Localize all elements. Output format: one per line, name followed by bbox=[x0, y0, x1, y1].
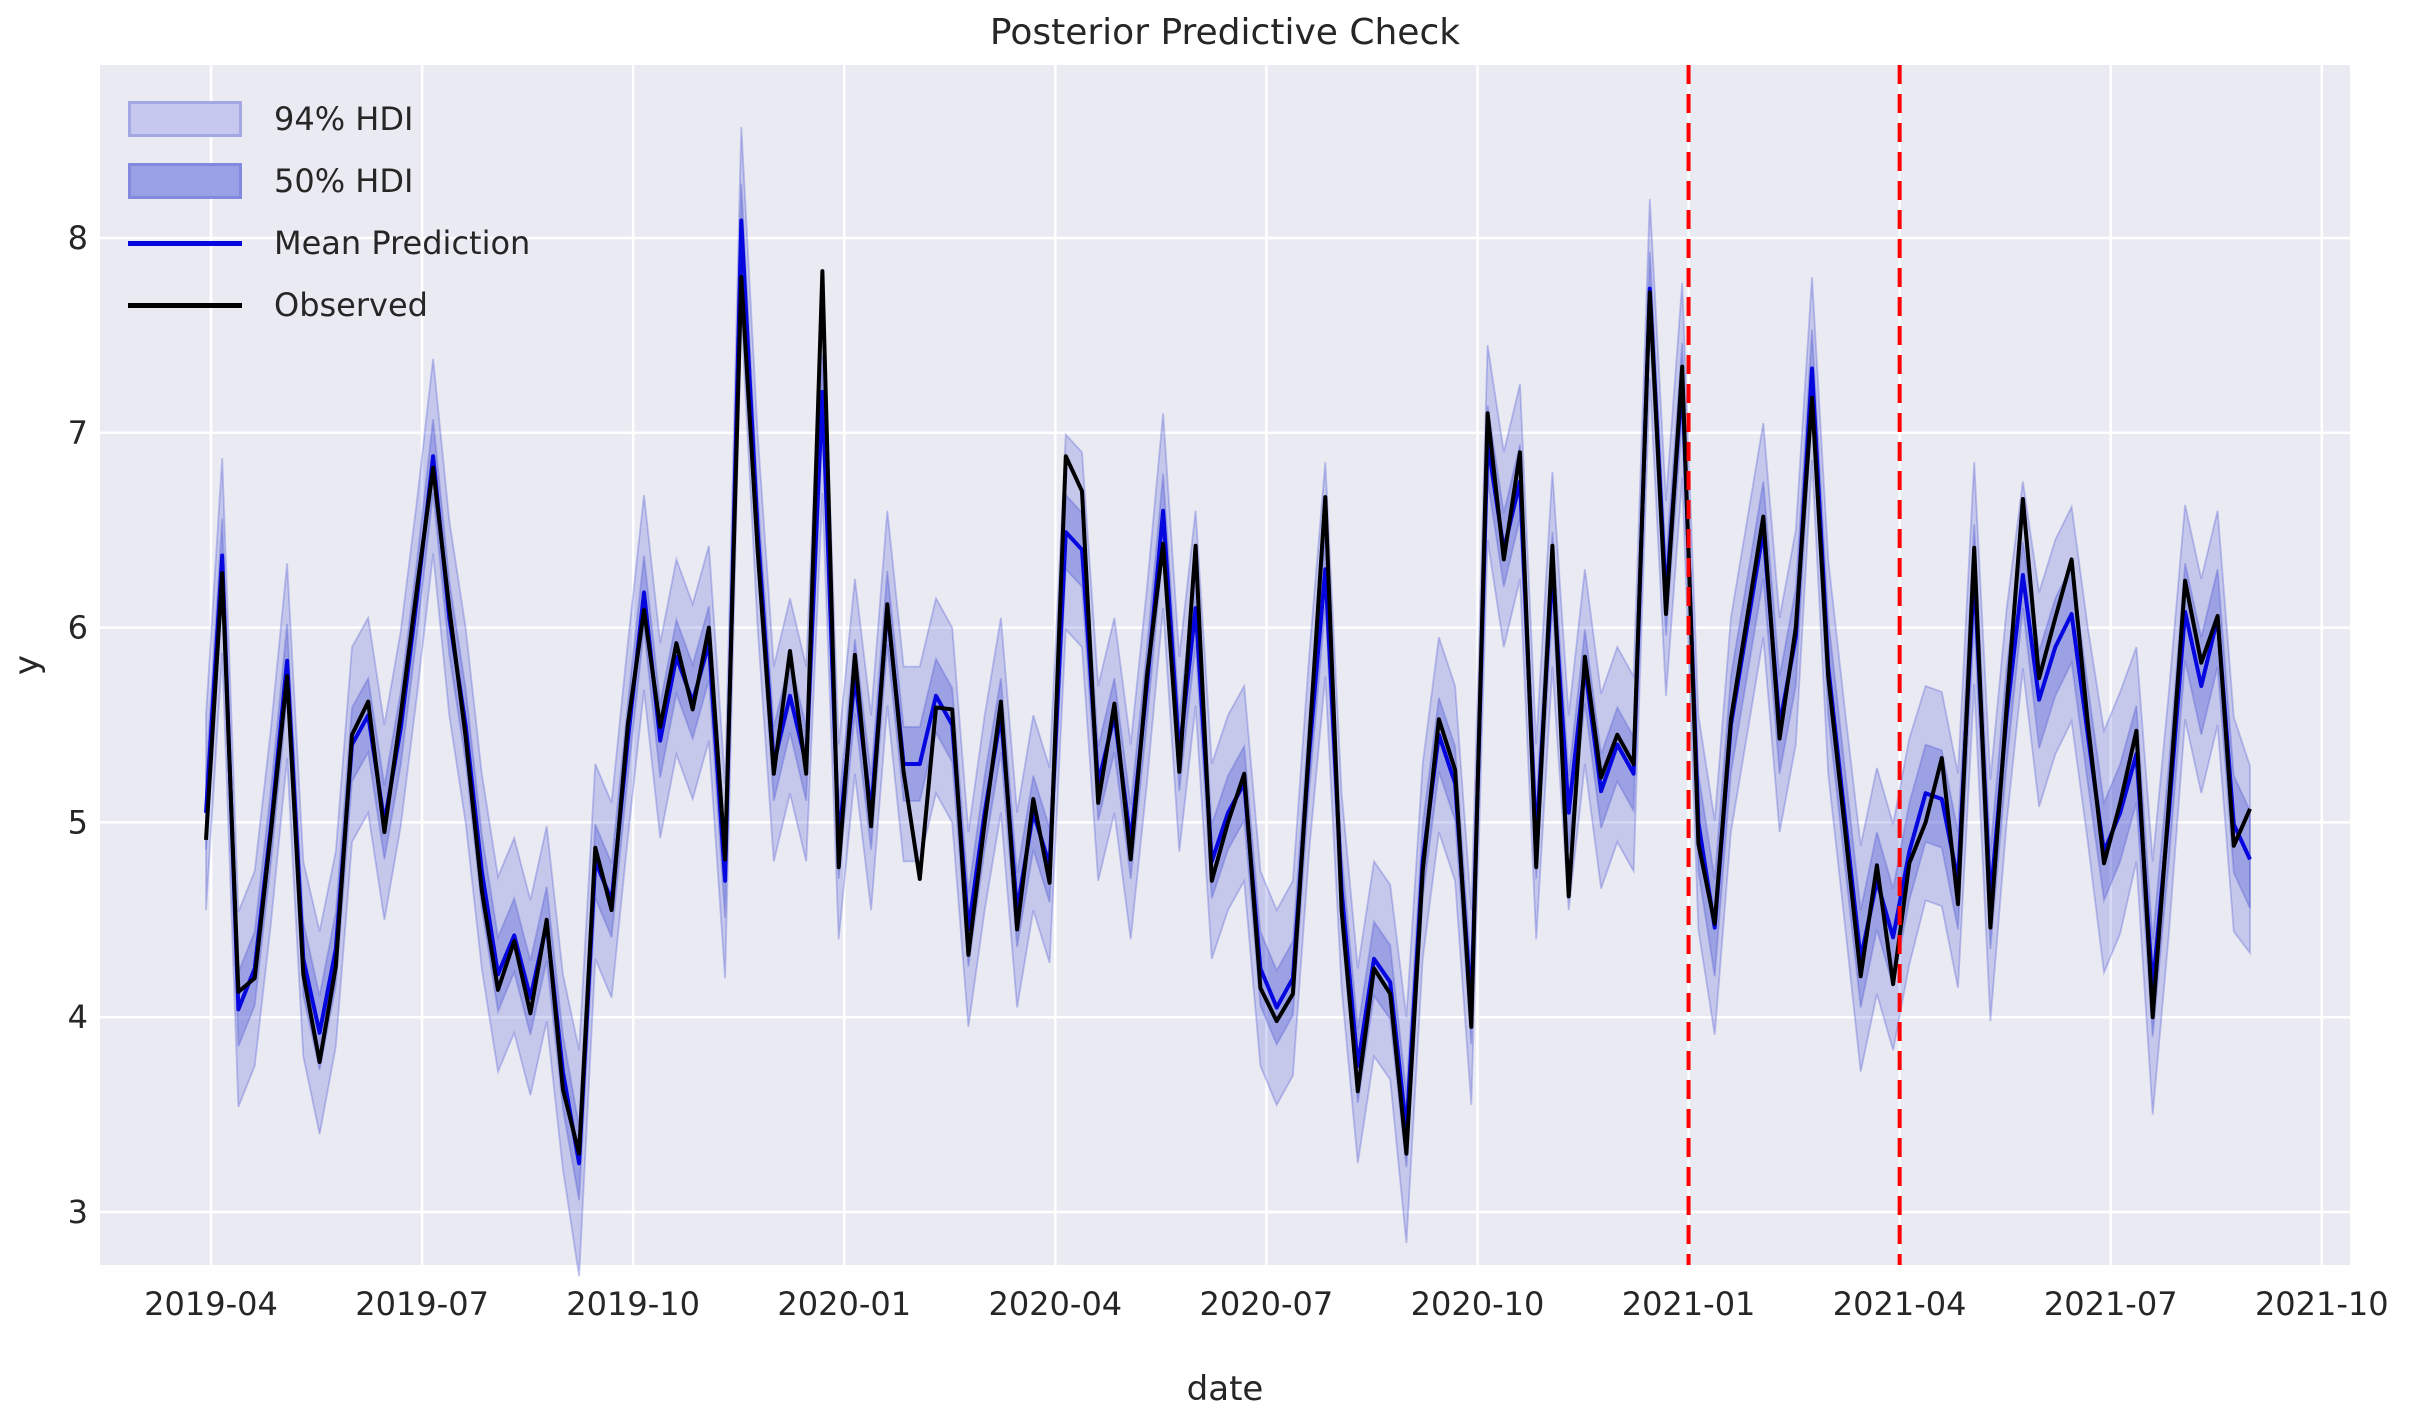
x-tick-label: 2021-01 bbox=[1622, 1285, 1756, 1323]
x-tick-label: 2019-10 bbox=[566, 1285, 700, 1323]
x-tick-label: 2019-04 bbox=[144, 1285, 278, 1323]
x-tick-label: 2019-07 bbox=[355, 1285, 489, 1323]
hdi-94-band bbox=[205, 126, 2251, 1277]
y-tick-label: 6 bbox=[68, 609, 88, 647]
x-tick-label: 2021-10 bbox=[2255, 1285, 2389, 1323]
legend-item-50-hdi: 50% HDI bbox=[128, 158, 530, 204]
x-tick-label: 2021-07 bbox=[2044, 1285, 2178, 1323]
hdi-50-band bbox=[205, 183, 2251, 1201]
x-tick-label: 2020-04 bbox=[988, 1285, 1122, 1323]
legend-label-50-hdi: 50% HDI bbox=[274, 162, 414, 200]
legend-label-94-hdi: 94% HDI bbox=[274, 100, 414, 138]
legend-item-observed: Observed bbox=[128, 282, 530, 328]
x-tick-label: 2020-01 bbox=[777, 1285, 911, 1323]
x-tick-label: 2021-04 bbox=[1833, 1285, 1967, 1323]
legend-swatch-mean-line-icon bbox=[128, 240, 242, 246]
legend-item-mean-prediction: Mean Prediction bbox=[128, 220, 530, 266]
observed-line bbox=[204, 269, 2252, 1156]
legend-label-mean-prediction: Mean Prediction bbox=[274, 224, 531, 262]
legend-label-observed: Observed bbox=[274, 286, 428, 324]
y-tick-label: 7 bbox=[68, 414, 88, 452]
y-tick-label: 8 bbox=[68, 219, 88, 257]
legend: 94% HDI 50% HDI Mean Prediction Observed bbox=[128, 96, 530, 328]
y-tick-label: 3 bbox=[68, 1193, 88, 1231]
y-tick-label: 4 bbox=[68, 998, 88, 1036]
y-axis-label: y bbox=[7, 655, 47, 675]
y-tick-label: 5 bbox=[68, 803, 88, 841]
legend-swatch-observed-line-icon bbox=[128, 302, 242, 308]
x-tick-label: 2020-10 bbox=[1411, 1285, 1545, 1323]
plot-background bbox=[100, 65, 2350, 1265]
x-tick-label: 2020-07 bbox=[1200, 1285, 1334, 1323]
x-axis-label: date bbox=[1187, 1369, 1264, 1409]
legend-item-94-hdi: 94% HDI bbox=[128, 96, 530, 142]
legend-swatch-94-hdi-icon bbox=[128, 101, 242, 137]
chart-title: Posterior Predictive Check bbox=[990, 12, 1460, 53]
legend-swatch-50-hdi-icon bbox=[128, 163, 242, 199]
